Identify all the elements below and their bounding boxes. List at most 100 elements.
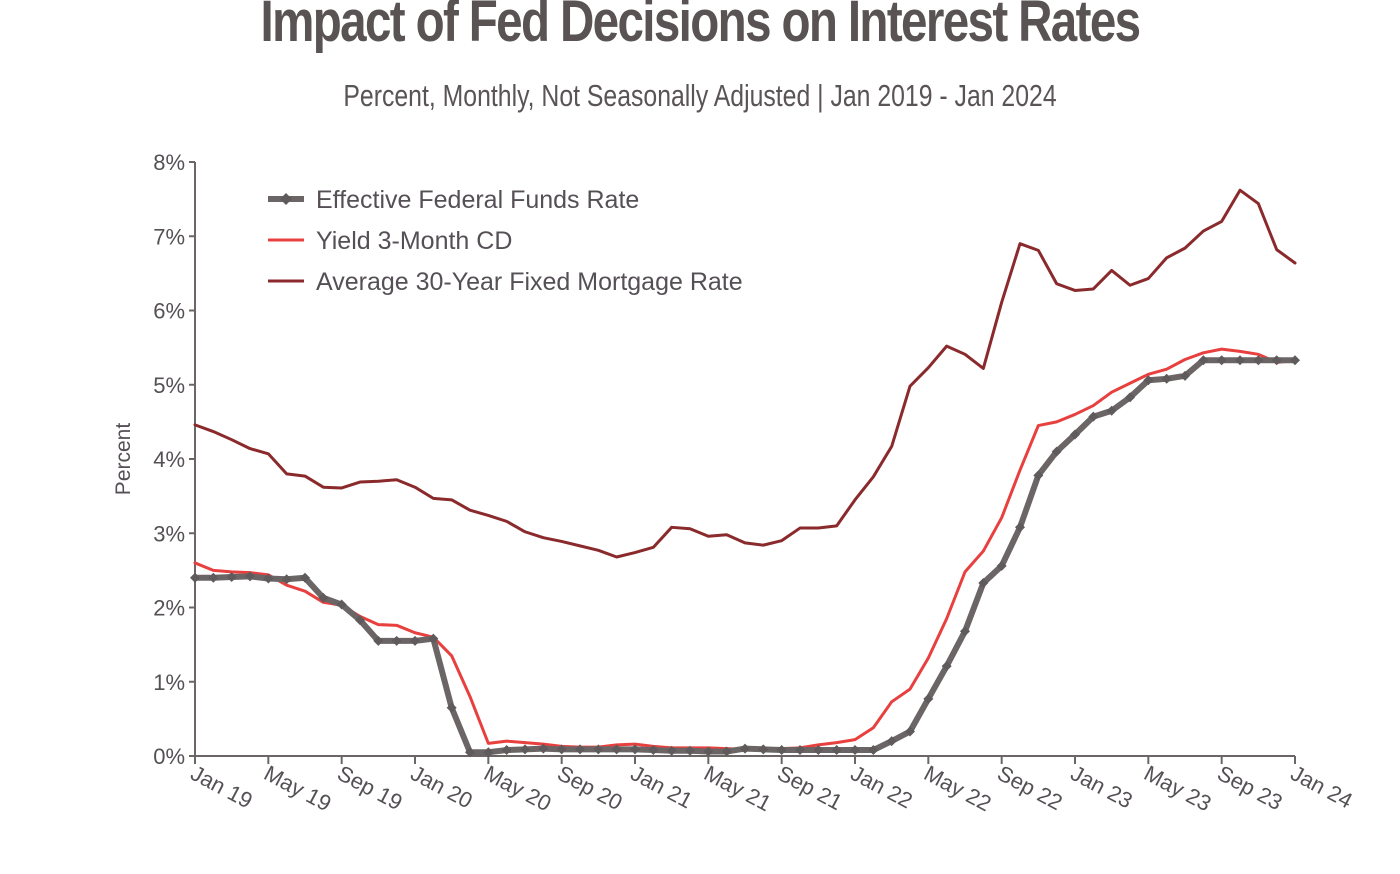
data-point [758,744,769,755]
x-tick-label: May 19 [260,760,335,816]
chart-title: Impact of Fed Decisions on Interest Rate… [260,0,1142,54]
data-point [703,746,714,757]
data-point [1033,470,1044,481]
x-tick-label: Jan 23 [1067,760,1137,813]
y-tick-label: 7% [153,224,185,249]
y-tick-label: 1% [153,670,185,695]
data-point [611,744,622,755]
data-point [226,572,237,583]
data-point [886,736,897,747]
data-point [721,746,732,757]
data-point [208,572,219,583]
x-tick-label: May 20 [480,760,555,816]
data-point [410,635,420,646]
data-point [868,745,879,756]
data-point [740,743,750,754]
y-tick-label: 4% [153,447,185,472]
data-point [245,571,255,582]
series-line-1 [192,357,1298,756]
data-point [1271,355,1282,366]
data-point [428,633,439,644]
y-tick-label: 3% [153,521,185,546]
data-point [465,747,475,758]
data-point [923,693,934,704]
data-point [941,661,952,672]
y-tick-label: 2% [153,596,185,621]
series-line-3 [193,188,1297,559]
legend-label: Yield 3-Month CD [316,227,512,255]
data-point [1290,355,1300,366]
data-point [483,747,494,758]
data-point [1088,411,1099,422]
data-point [318,592,329,603]
data-point [355,615,365,626]
data-point [1235,355,1245,366]
y-tick-label: 5% [153,373,185,398]
legend-label: Effective Federal Funds Rate [316,186,639,214]
data-point [978,577,989,588]
data-point [263,573,274,584]
data-point [593,744,604,755]
data-point [795,745,805,756]
x-tick-label: May 21 [700,760,775,816]
series-line-2 [193,347,1297,751]
data-point [538,743,549,754]
x-tick-label: Sep 22 [993,760,1066,815]
chart-legend: Effective Federal Funds Rate Yield 3-Mont… [268,186,743,296]
data-point [813,745,824,756]
data-point [1253,355,1264,366]
y-tick-label: 6% [153,299,185,324]
y-axis-label: Percent [112,423,135,496]
x-tick-label: Sep 19 [333,760,406,815]
data-point [1051,446,1062,457]
data-point [1180,370,1190,381]
data-point [281,574,292,585]
data-point [1216,355,1227,366]
data-point [520,744,530,755]
series-layer [190,188,1300,758]
x-tick-label: Jan 24 [1287,760,1357,813]
data-point [336,599,347,610]
data-point [1143,375,1154,386]
y-tick-label: 0% [153,744,185,769]
data-point [190,572,200,583]
data-point [391,635,402,646]
data-point [850,745,860,756]
data-point [831,745,842,756]
legend-marker [280,193,292,205]
data-point [685,745,695,756]
data-point [905,726,915,737]
data-point [1161,373,1172,384]
data-point [575,744,585,755]
x-tick-label: Sep 23 [1213,760,1286,815]
data-point [1106,405,1117,416]
data-point [1125,392,1135,403]
chart-subtitle: Percent, Monthly, Not Seasonally Adjuste… [343,78,1057,113]
data-point [1015,522,1025,533]
x-tick-label: Jan 19 [187,760,257,813]
data-point [300,572,310,583]
data-point [960,626,970,637]
x-tick-label: Sep 21 [773,760,846,815]
data-point [630,744,640,755]
x-tick-label: Jan 20 [407,760,477,813]
x-tick-label: Jan 22 [847,760,917,813]
data-point [1070,429,1080,440]
data-point [446,702,457,713]
x-tick-label: Jan 21 [627,760,697,813]
x-tick-label: May 23 [1140,760,1215,816]
data-point [776,745,787,756]
data-point [556,744,567,755]
data-point [373,635,384,646]
data-point [996,560,1007,571]
data-point [648,745,659,756]
x-tick-label: May 22 [920,760,995,816]
data-point [1198,355,1209,366]
x-tick-label: Sep 20 [553,760,626,815]
y-tick-label: 8% [153,150,185,175]
data-point [666,745,677,756]
legend-label: Average 30-Year Fixed Mortgage Rate [316,268,743,296]
data-point [501,745,512,756]
